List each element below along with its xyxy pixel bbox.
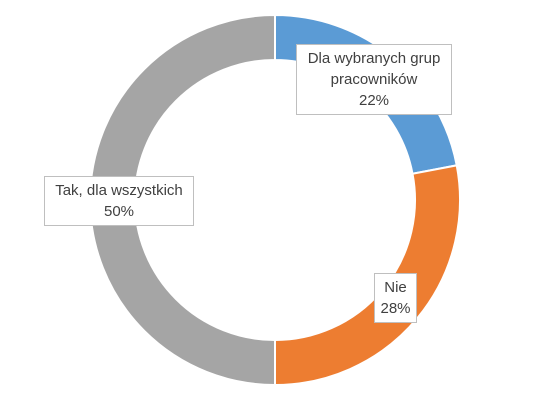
donut-slice bbox=[89, 13, 276, 387]
donut-slice bbox=[274, 164, 461, 387]
label-value: 50% bbox=[103, 203, 135, 220]
label-value: 22% bbox=[358, 92, 390, 109]
label-category: Dla wybranych grup pracowników bbox=[307, 50, 441, 88]
data-label: Dla wybranych grup pracowników 22% bbox=[296, 44, 452, 115]
label-category: Nie bbox=[384, 279, 407, 296]
data-label: Nie 28% bbox=[374, 273, 417, 323]
data-label: Tak, dla wszystkich 50% bbox=[44, 176, 194, 226]
label-value: 28% bbox=[380, 300, 411, 317]
label-category: Tak, dla wszystkich bbox=[55, 182, 183, 199]
